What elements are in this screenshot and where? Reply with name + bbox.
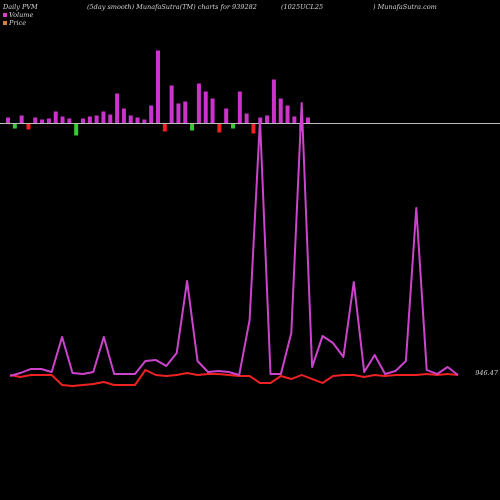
legend-volume-swatch (3, 13, 7, 17)
volume-bar (162, 123, 167, 132)
volume-bar (60, 116, 65, 124)
pvm-line (9, 102, 459, 377)
volume-bar (6, 117, 10, 124)
legend-price-label: Price (9, 19, 27, 27)
volume-bar (210, 98, 215, 124)
volume-bar (196, 83, 201, 124)
volume-bar (101, 111, 106, 124)
volume-bar (33, 117, 38, 124)
volume-bar (278, 98, 283, 124)
legend-volume: Volume (3, 11, 33, 19)
legend-price: Price (3, 19, 26, 27)
chart-title-symbol: (1025UCL25 (281, 3, 324, 11)
chart-title-center: (5day smooth) MunafaSutra(TM) charts for… (87, 3, 257, 11)
legend-volume-label: Volume (9, 11, 34, 19)
volume-bar (251, 123, 256, 134)
volume-bar (265, 115, 270, 124)
volume-bar (12, 123, 17, 129)
volume-bar (285, 105, 290, 124)
volume-bar (169, 85, 174, 124)
volume-bar (237, 91, 242, 124)
chart-title-left: Daily PVM (3, 3, 38, 11)
chart-title-site: ) MunafaSutra.com (373, 3, 437, 11)
volume-bar (74, 123, 79, 136)
volume-bar (26, 123, 31, 130)
volume-bar (203, 91, 208, 124)
volume-bar (121, 108, 126, 124)
volume-bar (19, 115, 24, 124)
legend-price-swatch (3, 21, 7, 25)
volume-bar (176, 103, 181, 124)
volume-bar (67, 118, 72, 124)
volume-bar (156, 50, 160, 124)
volume-bar (128, 115, 133, 124)
line-series (9, 102, 459, 387)
volume-bar (190, 123, 195, 131)
volume-bar (46, 118, 51, 124)
volume-bar (81, 118, 85, 124)
price-line (9, 369, 459, 387)
volume-bar (183, 101, 188, 124)
volume-bar (217, 123, 222, 133)
volume-bar (292, 116, 297, 124)
volume-bar (135, 117, 140, 124)
volume-bar (53, 111, 58, 124)
volume-bar (94, 115, 99, 124)
volume-bar (271, 79, 276, 124)
last-price-label: 946.47 (475, 369, 498, 377)
volume-bar (142, 119, 147, 124)
volume-bar (149, 105, 154, 124)
volume-bar (224, 108, 229, 124)
volume-bar (231, 123, 235, 129)
volume-bar (87, 116, 92, 124)
volume-bar (108, 114, 113, 124)
volume-bar (115, 93, 120, 124)
volume-bar (244, 113, 249, 124)
volume-bar (40, 119, 45, 124)
volume-bar (306, 117, 310, 124)
volume-bars (6, 50, 310, 136)
